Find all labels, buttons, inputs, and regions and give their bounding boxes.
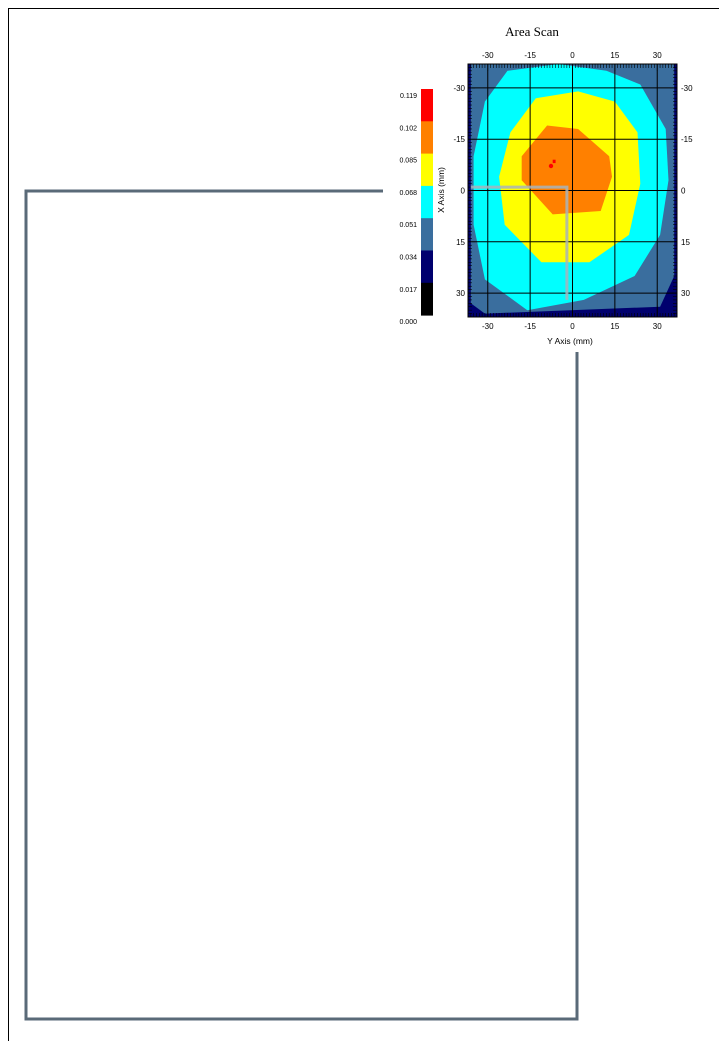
legend-swatch (421, 121, 433, 155)
y-tick-label-right: 0 (681, 187, 686, 196)
page-frame-top (8, 8, 719, 9)
y-tick-label-right: -30 (681, 84, 693, 93)
contour-0.119 (552, 159, 556, 164)
probe-line-layer (470, 185, 569, 300)
y-tick-label-left: -30 (453, 84, 465, 93)
y-axis-label: X Axis (mm) (436, 167, 446, 213)
y-tick-label-left: 0 (461, 187, 466, 196)
x-tick-label-bottom: -30 (482, 322, 494, 331)
y-tick-label-left: 15 (456, 238, 465, 247)
peak-marker (548, 163, 554, 169)
legend-label: 0.102 (399, 125, 417, 132)
legend-swatch (421, 153, 433, 187)
probe-line (470, 185, 569, 300)
grid-layer (468, 64, 677, 317)
x-tick-label-bottom: 0 (570, 322, 575, 331)
x-tick-labels-bottom: -30 -15 0 15 30 (482, 322, 662, 331)
y-tick-label-right: 15 (681, 238, 690, 247)
y-tick-label-right: -15 (681, 135, 693, 144)
section-outline (24, 189, 579, 1021)
y-tick-label-left: 30 (456, 289, 465, 298)
legend-label: 0.034 (399, 255, 417, 262)
y-tick-label-right: 30 (681, 289, 690, 298)
legend-label: 0.119 (400, 93, 417, 100)
x-tick-label-top: -30 (482, 51, 494, 60)
x-tick-label-bottom: -15 (524, 322, 536, 331)
chart-title: Area Scan (505, 24, 559, 39)
legend-label: 0.000 (399, 319, 417, 326)
plot-area (467, 63, 678, 318)
legend-swatch (421, 218, 433, 251)
legend-label: 0.068 (399, 190, 417, 197)
minor-ticks (467, 63, 678, 318)
x-tick-labels-top: -30 -15 0 15 30 (482, 51, 662, 60)
x-tick-label-top: 30 (653, 51, 662, 60)
x-tick-label-bottom: 30 (653, 322, 662, 331)
x-axis-label: Y Axis (mm) (547, 336, 593, 346)
page-frame-left (8, 8, 9, 1041)
x-tick-label-top: 15 (610, 51, 619, 60)
contour-0.102 (521, 125, 612, 215)
contour-layer (468, 64, 677, 317)
x-tick-label-bottom: 15 (610, 322, 619, 331)
color-legend: 0.119 0.102 0.085 0.068 0.051 0.034 0.017 0.000 (399, 89, 433, 326)
legend-label: 0.051 (399, 222, 417, 229)
x-tick-label-top: 0 (570, 51, 575, 60)
legend-swatch (421, 89, 433, 122)
legend-swatch (421, 282, 433, 316)
legend-label: 0.017 (399, 287, 417, 294)
legend-swatch (421, 250, 433, 284)
y-tick-labels-left: -30 -15 0 15 30 (453, 84, 465, 298)
legend-swatch (421, 185, 433, 219)
y-tick-labels-right: -30 -15 0 15 30 (681, 84, 693, 298)
y-tick-label-left: -15 (453, 135, 465, 144)
legend-label: 0.085 (399, 158, 417, 165)
x-tick-label-top: -15 (524, 51, 536, 60)
